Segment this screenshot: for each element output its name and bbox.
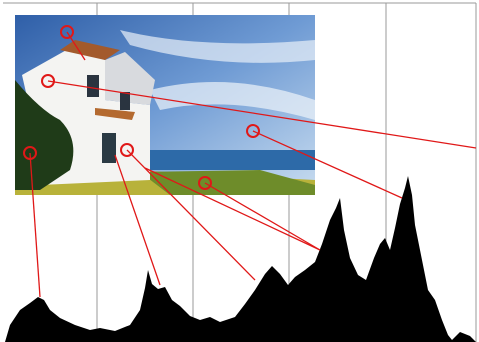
tree [15, 80, 74, 190]
marker [120, 143, 134, 157]
cloud [150, 82, 315, 120]
connector [47, 80, 477, 149]
markers [23, 25, 260, 190]
connector [252, 130, 403, 199]
window [102, 133, 116, 163]
cloud [120, 30, 315, 63]
marker [41, 74, 55, 88]
marker [246, 124, 260, 138]
connector [29, 152, 41, 298]
connector [126, 149, 256, 281]
photo [15, 15, 315, 195]
connector [114, 154, 161, 286]
window [87, 75, 99, 97]
roof [95, 108, 135, 120]
connector [204, 182, 321, 251]
histogram [5, 176, 476, 342]
lawn [140, 170, 315, 195]
marker [60, 25, 74, 39]
connector [144, 167, 321, 251]
marker [23, 146, 37, 160]
marker [198, 176, 212, 190]
sea [150, 150, 315, 170]
window [120, 92, 130, 110]
connectors [29, 31, 477, 298]
